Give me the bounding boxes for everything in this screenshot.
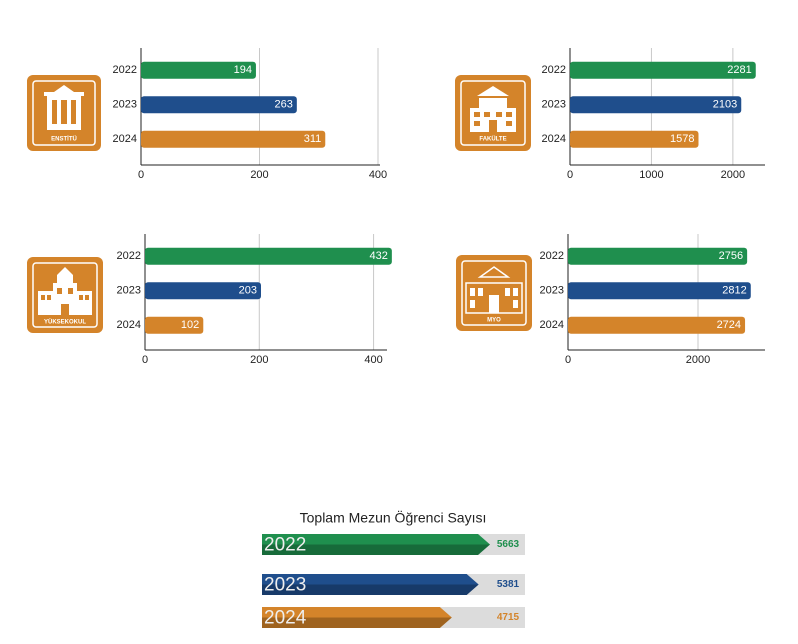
- value-label: 2756: [719, 250, 743, 262]
- y-tick-label: 2022: [117, 250, 141, 262]
- icon-myo: MYO: [456, 255, 532, 331]
- x-tick-label: 1000: [639, 169, 663, 181]
- bar: [145, 316, 204, 334]
- arrow-bar: [262, 574, 479, 595]
- value-label: 194: [234, 64, 252, 76]
- bar: [141, 61, 256, 79]
- x-tick-label: 0: [567, 169, 573, 181]
- y-tick-label: 2024: [542, 133, 566, 145]
- icon-label: YÜKSEKOKUL: [44, 319, 86, 326]
- bar: [570, 96, 742, 114]
- x-tick-label: 0: [138, 169, 144, 181]
- value-label: 1578: [670, 133, 694, 145]
- icon-label: FAKÜLTE: [479, 136, 506, 143]
- bar: [145, 247, 392, 265]
- total-title: Toplam Mezun Öğrenci Sayısı: [300, 509, 487, 526]
- arrow-shade: [262, 544, 490, 555]
- bar: [145, 282, 261, 300]
- year-label: 2023: [264, 575, 306, 596]
- icon-label: ENSTİTÜ: [51, 136, 77, 143]
- x-tick-label: 0: [142, 354, 148, 366]
- value-label: 102: [181, 319, 199, 331]
- value-label: 5381: [497, 579, 520, 590]
- y-tick-label: 2024: [113, 133, 137, 145]
- x-tick-label: 2000: [686, 354, 710, 366]
- icon-label: MYO: [487, 318, 501, 324]
- bar: [141, 96, 297, 114]
- x-tick-label: 400: [369, 169, 387, 181]
- value-label: 2103: [713, 99, 737, 111]
- y-tick-label: 2022: [542, 64, 566, 76]
- x-tick-label: 400: [364, 354, 382, 366]
- bar: [568, 316, 746, 334]
- bar: [568, 247, 748, 265]
- y-tick-label: 2023: [113, 99, 137, 111]
- y-tick-label: 2023: [117, 285, 141, 297]
- icon-fakulte: FAKÜLTE: [455, 75, 531, 151]
- value-label: 203: [239, 285, 257, 297]
- y-tick-label: 2024: [540, 319, 564, 331]
- x-tick-label: 0: [565, 354, 571, 366]
- arrow-shade: [262, 617, 452, 628]
- value-label: 5663: [497, 539, 520, 550]
- value-label: 4715: [497, 612, 520, 623]
- bar: [141, 130, 326, 148]
- y-tick-label: 2023: [542, 99, 566, 111]
- bar: [570, 130, 699, 148]
- icon-yuksekokul: YÜKSEKOKUL: [27, 257, 103, 333]
- value-label: 2281: [727, 64, 751, 76]
- value-label: 311: [304, 133, 322, 145]
- x-tick-label: 200: [250, 354, 268, 366]
- x-tick-label: 200: [250, 169, 268, 181]
- y-tick-label: 2022: [113, 64, 137, 76]
- value-label: 432: [369, 250, 387, 262]
- y-tick-label: 2022: [540, 250, 564, 262]
- year-label: 2024: [264, 608, 307, 629]
- bar: [570, 61, 756, 79]
- arrow-bar: [262, 607, 452, 628]
- y-tick-label: 2023: [540, 285, 564, 297]
- arrow-bar: [262, 534, 490, 555]
- bar: [568, 282, 751, 300]
- icon-enstitu: ENSTİTÜ: [27, 75, 101, 151]
- y-tick-label: 2024: [117, 319, 141, 331]
- value-label: 2812: [722, 285, 746, 297]
- x-tick-label: 2000: [721, 169, 745, 181]
- year-label: 2022: [264, 535, 306, 556]
- arrow-shade: [262, 584, 479, 595]
- value-label: 2724: [717, 319, 741, 331]
- value-label: 263: [274, 99, 292, 111]
